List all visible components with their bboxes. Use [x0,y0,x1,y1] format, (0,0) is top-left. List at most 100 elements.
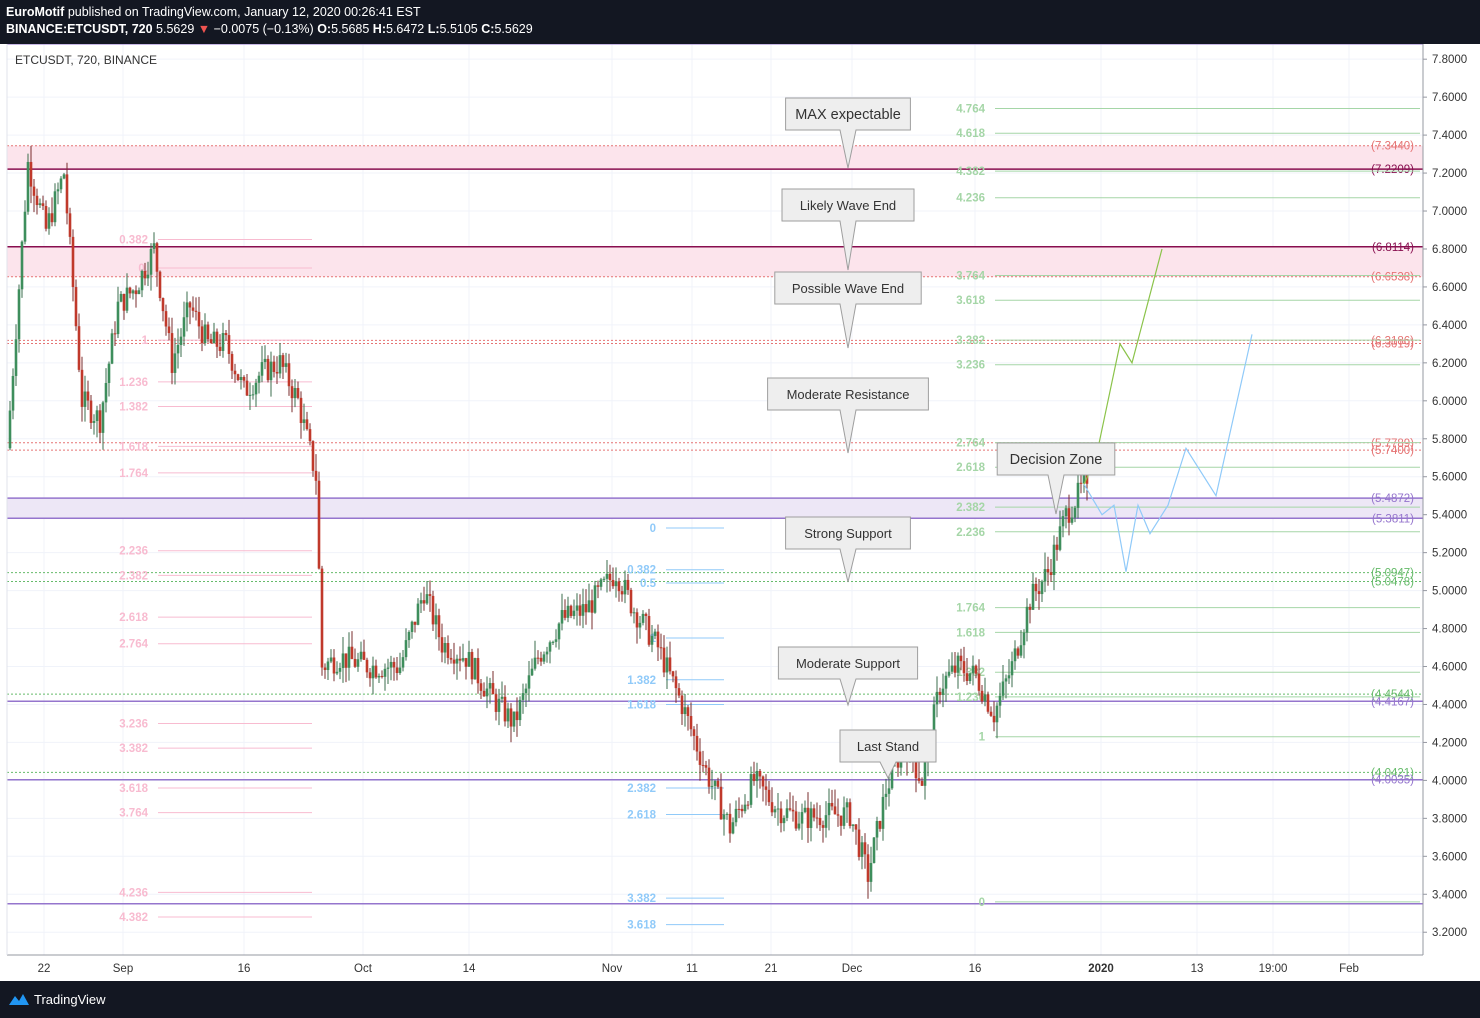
candle-body [731,822,735,834]
fib-label: 1.764 [956,603,985,615]
candle-body [41,203,45,207]
price-chart[interactable]: (7.3440) (7.2209) (6.8114) (6.6538) (6.3186)… [0,44,1480,981]
candle-body [233,370,237,375]
candle-body [266,358,270,381]
fib-label: 1 [142,335,149,347]
level-label: (6.3186) [1371,335,1414,347]
fib-label: 0 [650,523,656,535]
candle-body [932,704,936,744]
candle-body [875,820,879,838]
candle-body [401,657,405,668]
callout-text: Strong Support [804,526,892,541]
author-name[interactable]: EuroMotif [6,5,65,19]
candle-body [536,657,540,659]
candle-body [980,690,984,702]
candle-body [1055,544,1059,550]
candle-body [227,335,231,354]
candle-body [176,344,180,354]
candle-body [512,711,516,727]
candle-body [275,371,279,374]
price-zone [7,498,1423,519]
candle-body [653,631,657,636]
price-zone [7,145,1423,170]
candle-body [755,770,759,782]
candle-body [473,658,477,680]
candle-body [800,812,804,824]
candle-body [188,302,192,308]
candle-body [185,302,189,318]
chart-footer: TradingView [0,981,1480,1018]
y-tick-label: 3.8000 [1432,813,1467,825]
y-tick-label: 6.8000 [1432,244,1467,256]
candle-body [104,382,108,403]
candle-body [746,804,750,806]
candle-body [515,711,519,721]
candle-body [242,376,246,381]
candle-body [953,665,957,673]
candle-body [167,326,171,334]
candle-body [665,657,669,673]
candle-body [359,651,363,660]
candle-body [74,287,78,327]
candle-body [1064,508,1068,517]
fib-label: 1.618 [119,441,148,453]
callout-text: Decision Zone [1010,452,1103,468]
candle-body [164,311,168,327]
x-tick-label: 2020 [1088,963,1114,975]
candle-body [533,657,537,669]
fib-label: 4.382 [956,166,985,178]
callout-text: Possible Wave End [792,281,904,296]
candle-body [200,326,204,344]
candle-body [491,683,495,695]
candle-body [299,397,303,423]
callout-text: Likely Wave End [800,198,896,213]
fib-label: 0.5 [640,578,657,590]
y-tick-label: 7.8000 [1432,54,1467,66]
y-tick-label: 5.0000 [1432,586,1467,598]
candle-body [368,672,372,679]
candle-body [443,643,447,653]
candle-body [707,767,711,787]
brand-name[interactable]: TradingView [34,992,106,1007]
level-label: (4.4167) [1371,696,1414,708]
candle-body [638,622,642,628]
low-label: L: [427,22,440,36]
candle-body [50,213,54,223]
candle-body [962,661,966,674]
candle-body [587,600,591,613]
fib-label: 1 [979,732,986,744]
candle-body [356,659,360,667]
candle-body [449,657,453,660]
candle-body [452,659,456,664]
candle-body [416,603,420,625]
candle-body [44,206,48,229]
candle-body [644,613,648,617]
publish-info: published on TradingView.com, January 12… [67,5,421,19]
callout: Strong Support [785,516,911,583]
candle-body [629,589,633,614]
candle-body [851,824,855,826]
candle-body [152,243,156,249]
callout-text: Moderate Support [796,656,900,671]
candle-body [710,785,714,787]
candle-body [410,621,414,632]
tradingview-logo-icon [9,994,29,1005]
fib-label: 1.236 [956,692,985,704]
candle-body [821,825,825,828]
blue-projection-path [1083,334,1253,572]
level-label: (7.3440) [1371,141,1414,153]
candle-body [506,708,510,722]
callout: MAX expectable [785,97,911,169]
y-tick-label: 5.2000 [1432,548,1467,560]
candle-body [140,270,144,291]
candle-body [218,346,222,351]
candle-body [371,665,375,679]
candle-body [797,823,801,829]
candle-body [677,688,681,696]
candle-body [1013,648,1017,662]
fib-label: 1.382 [119,402,148,414]
candle-body [641,613,645,623]
candle-body [350,646,354,659]
candle-body [8,410,12,449]
candle-body [698,751,702,765]
